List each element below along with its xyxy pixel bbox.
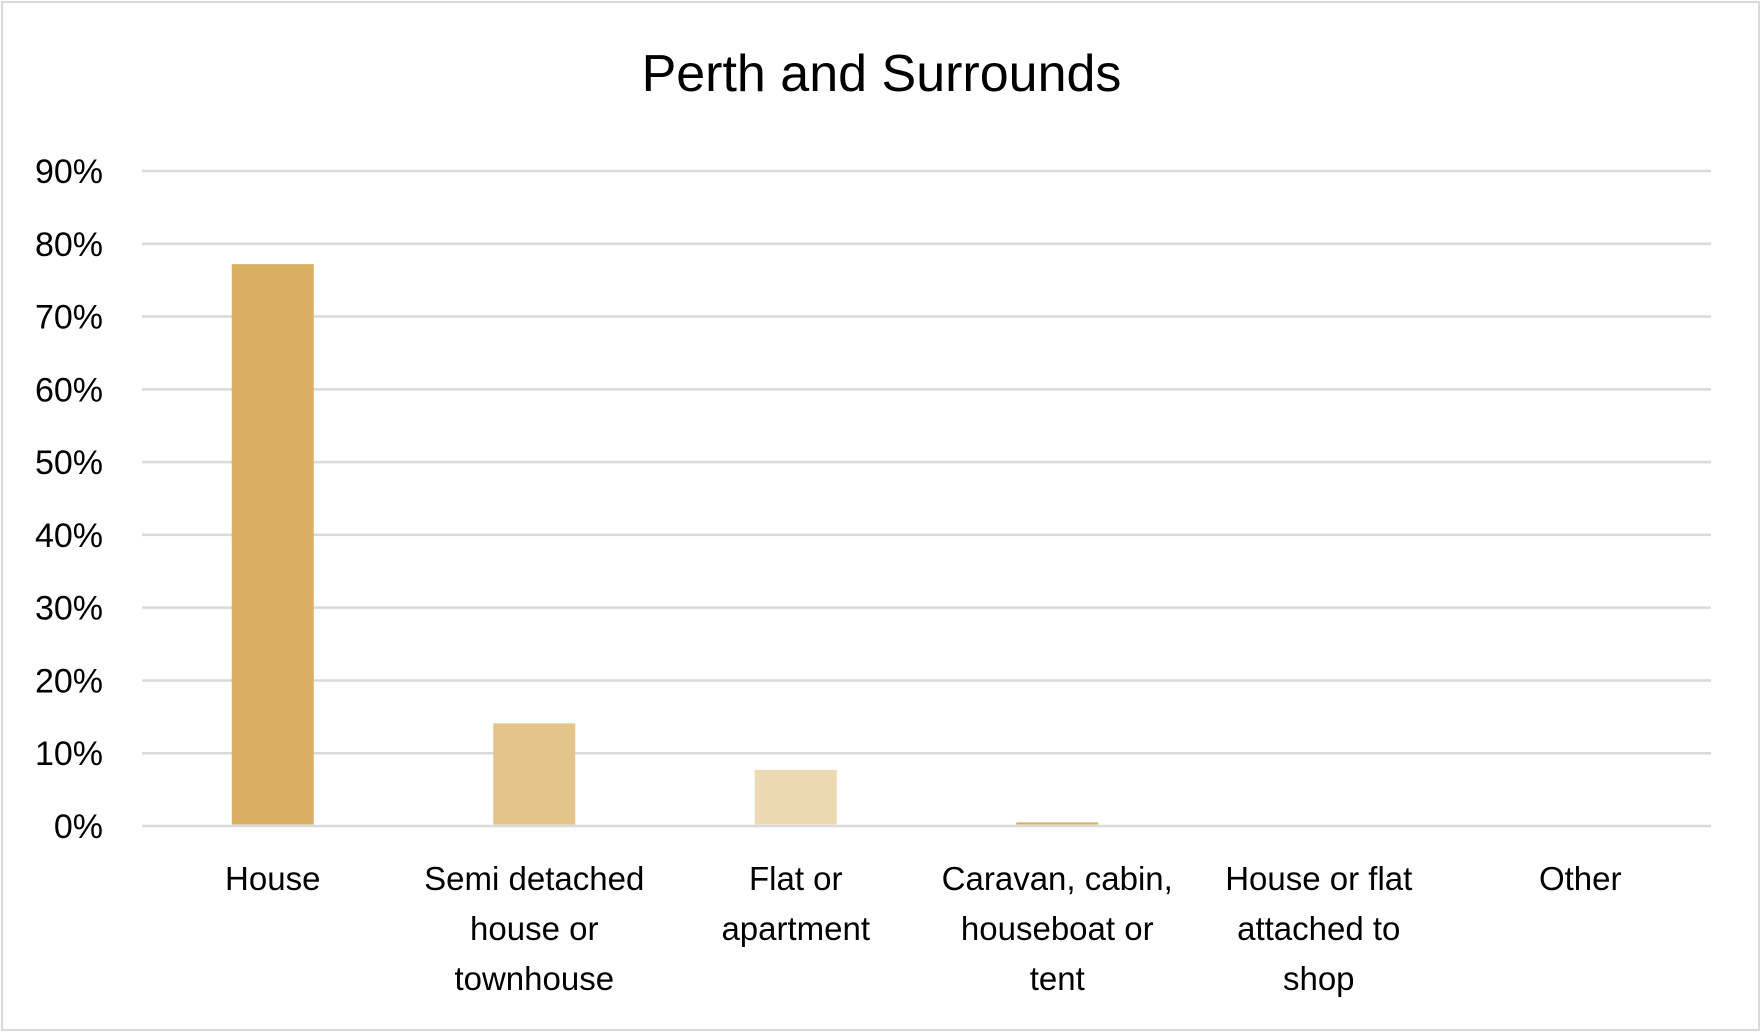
y-tick-label: 80% (35, 226, 103, 264)
y-tick-label: 50% (35, 444, 103, 482)
x-category-label: tent (1030, 960, 1085, 997)
x-category-label: house or (470, 910, 598, 947)
bar (754, 769, 837, 825)
x-category-label: Semi detached (424, 860, 644, 897)
x-category-label: Other (1539, 860, 1622, 897)
x-category-label: townhouse (454, 960, 614, 997)
x-category-label: shop (1283, 960, 1355, 997)
y-tick-label: 0% (54, 808, 103, 846)
bar (231, 264, 314, 825)
y-tick-label: 10% (35, 735, 103, 773)
x-category-label: attached to (1237, 910, 1400, 947)
y-tick-label: 70% (35, 299, 103, 337)
bar (493, 723, 576, 825)
chart-title: Perth and Surrounds (641, 45, 1122, 103)
y-tick-label: 30% (35, 590, 103, 628)
x-category-label: apartment (721, 910, 870, 947)
y-tick-label: 90% (35, 153, 103, 191)
y-tick-label: 20% (35, 662, 103, 700)
x-category-label: Caravan, cabin, (942, 860, 1173, 897)
y-tick-label: 60% (35, 371, 103, 409)
x-category-label: houseboat or (961, 910, 1154, 947)
x-category-label: House (225, 860, 320, 897)
y-tick-label: 40% (35, 517, 103, 555)
x-category-label: Flat or (749, 860, 843, 897)
x-category-label: House or flat (1225, 860, 1412, 897)
bar (1016, 822, 1099, 825)
